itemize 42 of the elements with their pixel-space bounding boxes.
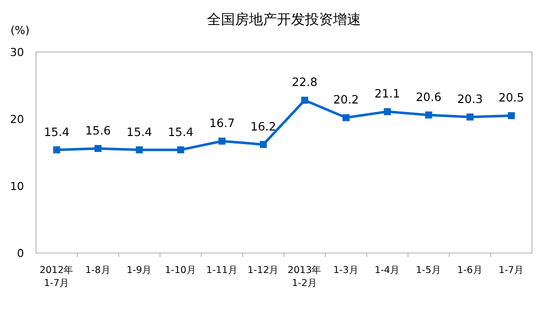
point bbox=[301, 96, 308, 104]
data-label: 15.4 bbox=[126, 124, 152, 139]
data-label: 20.5 bbox=[498, 90, 524, 105]
data-label: 20.3 bbox=[457, 92, 483, 106]
x-tick-label: 1-4月 bbox=[374, 265, 400, 276]
point bbox=[177, 146, 184, 154]
y-tick-label: 20 bbox=[10, 113, 24, 126]
data-label: 16.2 bbox=[250, 119, 276, 134]
x-tick-label: 1-12月 bbox=[248, 265, 280, 276]
point bbox=[342, 114, 350, 122]
x-tick-label: 1-3月 bbox=[333, 265, 359, 276]
data-label: 21.1 bbox=[374, 86, 400, 101]
point bbox=[508, 112, 515, 120]
point bbox=[466, 113, 474, 120]
chart-title: 全国房地产开发投资增速 bbox=[207, 12, 361, 28]
point bbox=[384, 108, 391, 116]
data-label: 15.4 bbox=[168, 124, 194, 139]
y-axis-title: (%) bbox=[10, 24, 30, 37]
data-label: 15.4 bbox=[44, 124, 70, 139]
data-label: 20.2 bbox=[333, 92, 359, 107]
point bbox=[260, 140, 267, 148]
y-tick-label: 10 bbox=[10, 180, 24, 193]
point bbox=[136, 146, 143, 154]
x-tick-label: 1-7月 bbox=[498, 265, 524, 276]
x-tick-label: 1-8月 bbox=[85, 265, 111, 276]
point bbox=[53, 146, 60, 154]
y-tick-label: 0 bbox=[17, 247, 24, 260]
data-label: 16.7 bbox=[209, 116, 235, 130]
data-label: 22.8 bbox=[292, 75, 318, 90]
point bbox=[94, 144, 102, 152]
x-tick-label: 1-10月 bbox=[164, 265, 196, 276]
x-tick-label: 1-5月 bbox=[416, 265, 442, 276]
data-label: 15.6 bbox=[85, 123, 111, 138]
x-tick-label: 1-9月 bbox=[126, 265, 152, 276]
x-tick-label: 1-6月 bbox=[457, 265, 483, 276]
point bbox=[218, 138, 226, 145]
point bbox=[425, 111, 432, 118]
x-tick-label: 2013年 1-2月 bbox=[288, 264, 322, 289]
x-tick-label: 2012年 1-7月 bbox=[40, 264, 74, 289]
x-tick-label: 1-11月 bbox=[206, 265, 238, 276]
y-tick-label: 30 bbox=[10, 46, 24, 59]
data-label: 20.6 bbox=[416, 90, 442, 104]
